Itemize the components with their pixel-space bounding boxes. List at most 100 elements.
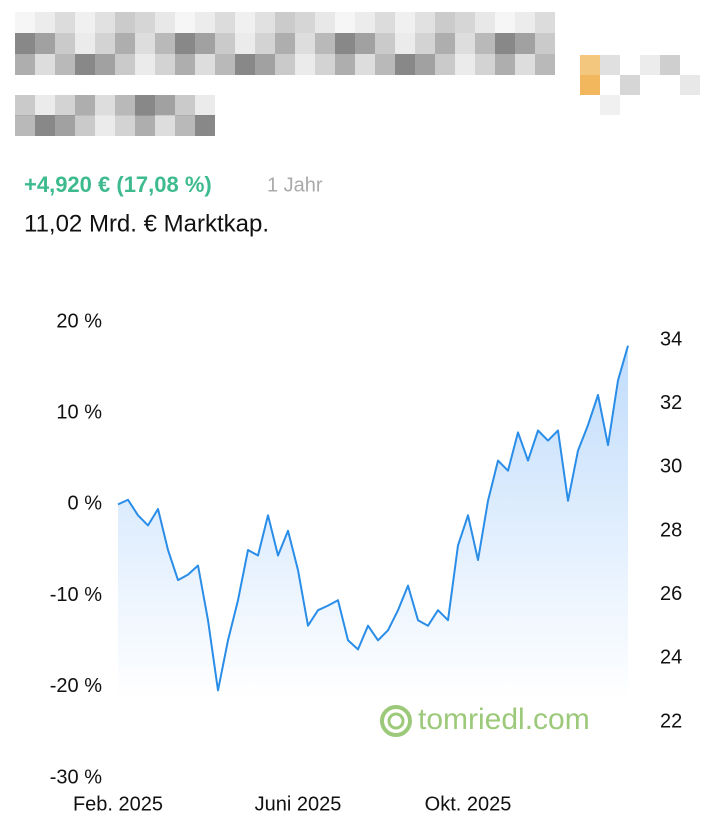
blur-pixel xyxy=(455,33,475,54)
blurred-header xyxy=(15,12,700,136)
y-tick-label: 20 % xyxy=(56,310,102,332)
blur-pixel xyxy=(15,115,35,136)
blur-pixel xyxy=(535,12,555,33)
blur-pixel xyxy=(275,12,295,33)
blur-pixel xyxy=(415,54,435,75)
blur-pixel xyxy=(455,12,475,33)
blur-pixel xyxy=(175,12,195,33)
period: 1 Jahr xyxy=(267,174,323,196)
blur-pixel xyxy=(175,33,195,54)
blur-pixel xyxy=(95,54,115,75)
blur-pixel xyxy=(75,54,95,75)
blur-pixel xyxy=(155,115,175,136)
y2-tick-label: 22 xyxy=(660,710,682,732)
blur-pixel xyxy=(195,95,215,116)
blur-pixel xyxy=(75,95,95,116)
blur-pixel xyxy=(135,33,155,54)
blur-pixel xyxy=(55,12,75,33)
y2-tick-label: 30 xyxy=(660,456,682,478)
blur-pixel xyxy=(355,33,375,54)
blur-pixel xyxy=(15,12,35,33)
blur-pixel xyxy=(580,75,600,95)
blur-pixel xyxy=(415,12,435,33)
blur-pixel xyxy=(195,33,215,54)
blur-pixel xyxy=(175,115,195,136)
blur-pixel xyxy=(95,95,115,116)
blur-pixel xyxy=(375,33,395,54)
blur-pixel xyxy=(95,33,115,54)
blur-pixel xyxy=(475,33,495,54)
blur-pixel xyxy=(95,12,115,33)
blur-pixel xyxy=(375,12,395,33)
y-tick-label: 0 % xyxy=(68,493,103,515)
blur-pixel xyxy=(435,33,455,54)
blur-pixel xyxy=(475,54,495,75)
x-tick-label: Juni 2025 xyxy=(255,793,342,815)
blur-pixel xyxy=(275,54,295,75)
y-tick-label: 10 % xyxy=(56,401,102,423)
blur-pixel xyxy=(395,12,415,33)
blur-pixel xyxy=(135,54,155,75)
blur-pixel xyxy=(175,54,195,75)
y2-tick-label: 24 xyxy=(660,647,682,669)
blur-pixel xyxy=(395,54,415,75)
blur-pixel xyxy=(495,54,515,75)
change: +4,920 € (17,08 %) xyxy=(24,172,212,197)
blur-pixel xyxy=(375,54,395,75)
blur-pixel xyxy=(35,12,55,33)
blur-pixel xyxy=(315,54,335,75)
blur-pixel xyxy=(255,12,275,33)
blur-pixel xyxy=(235,12,255,33)
blur-pixel xyxy=(195,115,215,136)
y-tick-label: -20 % xyxy=(50,675,102,697)
blur-pixel xyxy=(335,12,355,33)
blur-pixel xyxy=(135,12,155,33)
blur-pixel xyxy=(215,12,235,33)
blur-pixel xyxy=(295,33,315,54)
watermark-icon xyxy=(380,705,412,737)
blur-pixel xyxy=(35,95,55,116)
blur-pixel xyxy=(335,33,355,54)
blur-pixel xyxy=(435,54,455,75)
blur-pixel xyxy=(680,75,700,95)
blur-pixel xyxy=(475,12,495,33)
blur-pixel xyxy=(275,33,295,54)
blur-pixel xyxy=(355,54,375,75)
blur-pixel xyxy=(335,54,355,75)
blur-pixel xyxy=(115,115,135,136)
blur-pixel xyxy=(155,33,175,54)
x-tick-label: Feb. 2025 xyxy=(73,793,163,815)
blur-pixel xyxy=(295,54,315,75)
blur-pixel xyxy=(35,115,55,136)
blur-pixel xyxy=(395,33,415,54)
blur-pixel xyxy=(455,54,475,75)
blur-pixel xyxy=(235,33,255,54)
blur-pixel xyxy=(355,12,375,33)
blur-pixel xyxy=(155,95,175,116)
blur-pixel xyxy=(115,12,135,33)
blur-pixel xyxy=(195,54,215,75)
blur-pixel xyxy=(155,12,175,33)
watermark: tomriedl.com xyxy=(418,703,590,736)
y-tick-label: -10 % xyxy=(50,584,102,606)
blur-pixel xyxy=(515,54,535,75)
blur-pixel xyxy=(15,33,35,54)
blur-pixel xyxy=(75,12,95,33)
blur-pixel xyxy=(255,33,275,54)
blur-pixel xyxy=(55,33,75,54)
y2-tick-label: 32 xyxy=(660,392,682,414)
blur-pixel xyxy=(215,54,235,75)
blur-pixel xyxy=(640,55,660,75)
blur-pixel xyxy=(115,95,135,116)
x-tick-label: Okt. 2025 xyxy=(425,793,512,815)
blur-pixel xyxy=(515,33,535,54)
blur-pixel xyxy=(35,33,55,54)
blur-pixel xyxy=(15,95,35,116)
blur-pixel xyxy=(135,115,155,136)
blur-pixel xyxy=(175,95,195,116)
y2-tick-label: 34 xyxy=(660,328,682,350)
y2-tick-label: 26 xyxy=(660,583,682,605)
blur-pixel xyxy=(55,54,75,75)
blur-pixel xyxy=(315,12,335,33)
